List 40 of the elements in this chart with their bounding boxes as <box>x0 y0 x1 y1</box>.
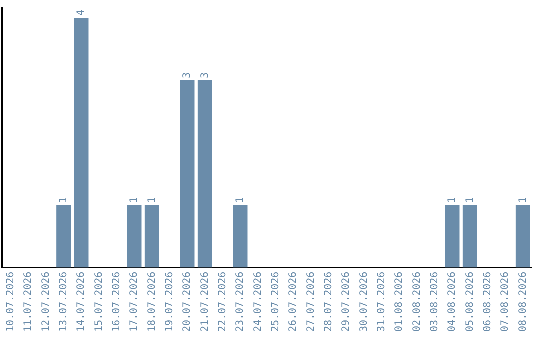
x-tick-label: 24.07.2026 <box>252 272 264 332</box>
data-label: 1 <box>235 197 246 204</box>
data-label: 1 <box>58 197 70 204</box>
x-tick-label: 08.08.2026 <box>518 272 529 332</box>
x-tick-label: 03.08.2026 <box>429 272 440 332</box>
x-tick-label: 13.07.2026 <box>58 272 70 332</box>
x-tick-label: 26.07.2026 <box>288 272 300 332</box>
data-label: 3 <box>182 72 194 78</box>
x-tick-label: 02.08.2026 <box>412 272 423 332</box>
x-tick-label: 31.07.2026 <box>376 272 388 332</box>
data-label: 1 <box>146 197 158 204</box>
x-tick-label: 21.07.2026 <box>200 272 211 332</box>
data-label: 1 <box>518 197 529 204</box>
x-tick-label: 07.08.2026 <box>500 272 512 332</box>
data-label: 4 <box>76 10 88 16</box>
x-tick-label: 20.07.2026 <box>182 272 194 332</box>
x-tick-label: 23.07.2026 <box>235 272 246 332</box>
x-tick-label: 28.07.2026 <box>323 272 334 332</box>
x-tick-label: 04.08.2026 <box>447 272 458 332</box>
data-label: 1 <box>129 197 140 204</box>
x-tick-label: 11.07.2026 <box>23 272 34 332</box>
x-tick-label: 12.07.2026 <box>40 272 52 332</box>
x-tick-label: 06.08.2026 <box>482 272 494 332</box>
x-tick-label: 01.08.2026 <box>394 272 406 332</box>
data-label: 3 <box>200 72 211 78</box>
data-label: 1 <box>464 197 476 204</box>
x-tick-label: 18.07.2026 <box>146 272 158 332</box>
x-tick-label: 27.07.2026 <box>306 272 317 332</box>
x-tick-label: 22.07.2026 <box>217 272 228 332</box>
x-tick-label: 29.07.2026 <box>341 272 352 332</box>
x-tick-label: 15.07.2026 <box>94 272 105 332</box>
x-tick-label: 19.07.2026 <box>164 272 176 332</box>
x-tick-label: 16.07.2026 <box>111 272 122 332</box>
x-tick-label: 10.07.2026 <box>5 272 16 332</box>
data-label: 1 <box>447 197 458 204</box>
x-tick-label: 14.07.2026 <box>76 272 88 332</box>
x-tick-label: 30.07.2026 <box>358 272 370 332</box>
x-tick-label: 05.08.2026 <box>464 272 476 332</box>
x-tick-label: 25.07.2026 <box>270 272 282 332</box>
x-tick-label: 17.07.2026 <box>129 272 140 332</box>
